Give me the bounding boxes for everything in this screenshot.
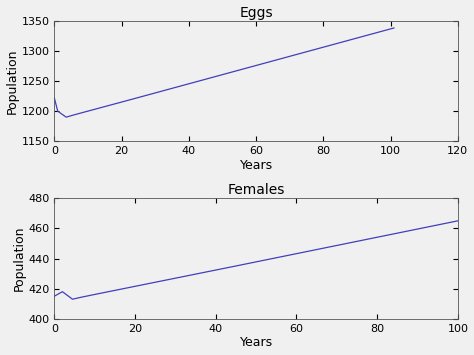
Title: Eggs: Eggs <box>239 6 273 20</box>
Title: Females: Females <box>228 183 285 197</box>
Y-axis label: Population: Population <box>6 48 18 114</box>
X-axis label: Years: Years <box>239 159 273 172</box>
Y-axis label: Population: Population <box>12 226 26 291</box>
X-axis label: Years: Years <box>239 337 273 349</box>
